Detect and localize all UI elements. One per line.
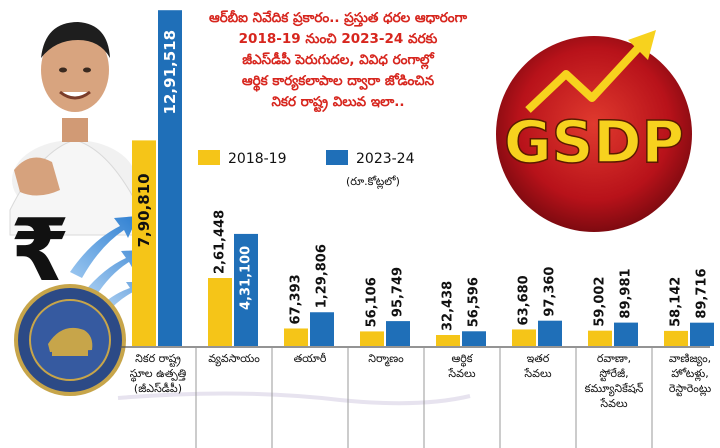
data-label: 59,002 <box>593 276 608 326</box>
data-label: 12,91,518 <box>161 30 179 114</box>
header-line: 2018-19 నుంచి 2023-24 వరకు <box>239 31 438 47</box>
data-label: 56,596 <box>467 277 482 327</box>
category-label: సేవలు <box>599 397 627 410</box>
badge-text: GSDP <box>504 108 684 176</box>
legend-label-0: 2018-19 <box>228 151 287 167</box>
bar-2023-24-3 <box>386 321 410 346</box>
data-label: 56,106 <box>365 277 380 327</box>
data-label: 89,981 <box>619 268 634 318</box>
data-label: 67,393 <box>289 274 304 324</box>
bar-2018-19-1 <box>208 278 232 346</box>
legend-label-1: 2023-24 <box>356 151 415 167</box>
category-label: సేవలు <box>447 367 475 380</box>
category-label: నికర రాష్ట్ర <box>135 352 181 367</box>
data-label: 7,90,810 <box>135 173 153 247</box>
data-label: 95,749 <box>391 267 406 317</box>
category-label: ఇతర <box>527 352 550 365</box>
person-photo <box>9 22 141 236</box>
category-label: హోటళ్లు, <box>671 367 709 382</box>
category-label: ఆర్థిక <box>451 352 473 368</box>
category-label: వాణిజ్యం, <box>669 352 711 367</box>
bar-2023-24-1 <box>234 233 258 346</box>
data-label: 2,61,448 <box>213 210 228 274</box>
category-label: రవాణా, <box>597 352 631 365</box>
rupee-icon: ₹ <box>10 201 70 301</box>
bar-2018-19-6 <box>588 330 612 346</box>
header-line: ఆర్‌బీఐ నివేదిక ప్రకారం.. ప్రస్తుత ధరల ఆ… <box>209 10 468 27</box>
bar-2018-19-0 <box>132 140 156 346</box>
category-label: (జీఎస్‌డీపీ) <box>134 382 182 395</box>
data-label: 1,29,806 <box>315 244 330 308</box>
bar-2023-24-2 <box>310 312 334 346</box>
category-label: నిర్మాణం <box>368 352 404 367</box>
data-label: 63,680 <box>517 275 532 325</box>
category-label: తయారీ <box>294 352 327 365</box>
header-line: నికర రాష్ట్ర విలువ ఇలా.. <box>271 94 404 113</box>
legend-swatch-1 <box>326 150 348 165</box>
bar-2018-19-3 <box>360 331 384 346</box>
rbi-seal-icon <box>14 284 126 396</box>
category-label: స్టోరేజీ, <box>599 367 628 382</box>
category-label: సేవలు <box>523 367 551 380</box>
legend-swatch-0 <box>198 150 220 165</box>
bar-2018-19-5 <box>512 329 536 346</box>
data-label: 97,360 <box>543 267 558 317</box>
bar-2023-24-6 <box>614 322 638 346</box>
bar-2018-19-7 <box>664 330 688 346</box>
data-label: 89,716 <box>695 269 710 319</box>
bar-2018-19-4 <box>436 335 460 346</box>
bar-2018-19-2 <box>284 328 308 346</box>
header-line: ఆర్థిక కార్యకలాపాల ద్వారా జోడించిన <box>242 73 435 92</box>
gsdp-badge <box>496 30 692 232</box>
map-outline <box>117 391 471 406</box>
data-label: 4,31,100 <box>239 246 254 310</box>
arrow-up-icon <box>525 43 643 113</box>
unit-note: (రూ.కోట్లలో) <box>346 175 400 190</box>
bar-2023-24-4 <box>462 331 486 346</box>
data-label: 32,438 <box>441 281 456 331</box>
category-label: రెస్టారెంట్లు <box>669 382 711 397</box>
header-line: జీఎస్‌డీపీ పెరుగుదల, వివిధ రంగాల్లో <box>242 51 435 70</box>
bar-2023-24-5 <box>538 320 562 346</box>
bar-2023-24-0 <box>158 10 182 346</box>
data-label: 58,142 <box>669 277 684 327</box>
bar-2023-24-7 <box>690 322 714 346</box>
category-label: కమ్యూనికేషన్ <box>585 382 644 397</box>
category-label: వ్యవసాయం <box>208 352 260 367</box>
svg-text:₹: ₹ <box>10 201 70 301</box>
category-label: స్థూల ఉత్పత్తి <box>130 367 187 383</box>
